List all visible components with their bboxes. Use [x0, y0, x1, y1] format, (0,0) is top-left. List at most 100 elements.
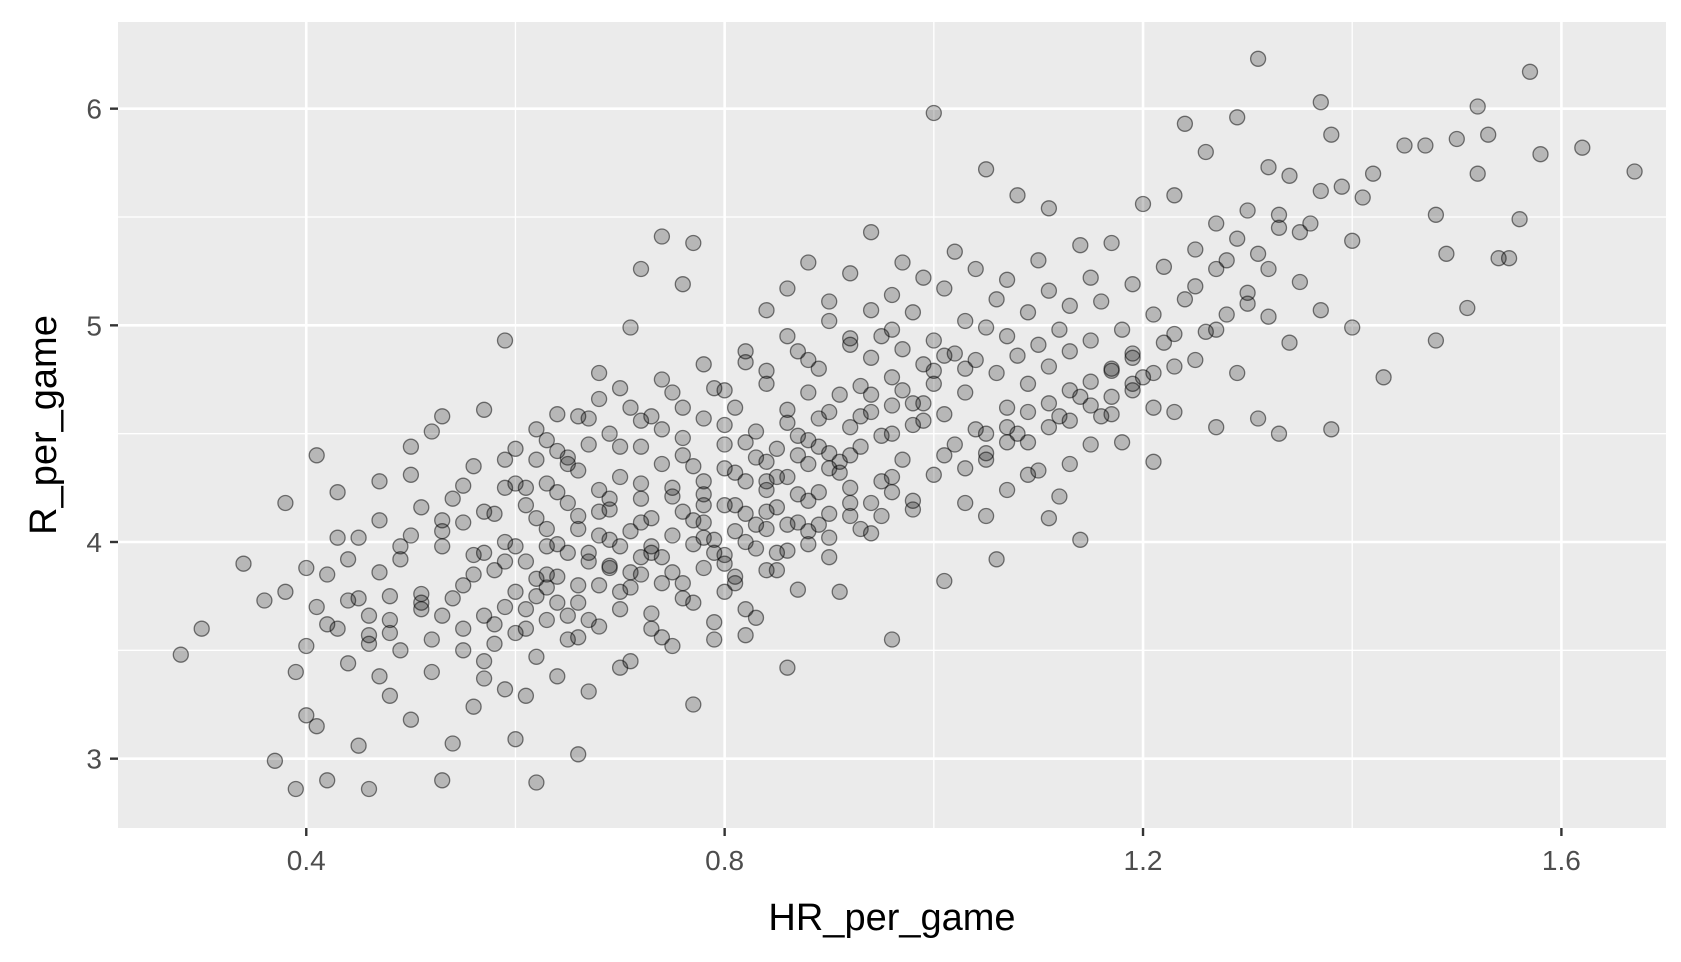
data-point-283 [1302, 215, 1319, 232]
data-point-499 [810, 516, 827, 533]
data-point-229 [1030, 336, 1047, 353]
data-point-147 [758, 520, 775, 538]
data-point-373 [549, 594, 566, 611]
data-point-323 [622, 579, 639, 596]
data-point-85 [580, 436, 597, 453]
data-point-477 [1082, 397, 1099, 414]
data-point-186 [883, 286, 901, 304]
data-point-45 [455, 620, 472, 637]
data-point-6 [277, 494, 294, 512]
data-point-267 [1208, 419, 1225, 436]
data-point-274 [1249, 50, 1267, 67]
data-point-74 [549, 668, 566, 685]
data-point-242 [1082, 269, 1099, 286]
data-point-247 [1103, 234, 1120, 252]
x-tick-label-2: 1.2 [1124, 845, 1163, 876]
data-point-350 [737, 434, 754, 451]
data-point-223 [1009, 347, 1026, 364]
data-point-266 [1208, 215, 1225, 232]
y-tick-label-2: 5 [86, 310, 102, 341]
data-point-328 [726, 497, 744, 514]
data-point-470 [936, 447, 953, 464]
data-point-109 [653, 549, 671, 566]
data-point-100 [622, 523, 639, 540]
data-point-239 [1072, 237, 1089, 254]
data-point-318 [517, 687, 535, 704]
data-point-462 [737, 343, 754, 360]
data-point-453 [549, 442, 566, 460]
data-point-111 [653, 228, 671, 245]
data-point-118 [674, 276, 691, 293]
data-point-96 [611, 468, 629, 486]
data-point-269 [1218, 252, 1235, 269]
data-point-468 [862, 302, 880, 319]
data-point-294 [1396, 137, 1413, 154]
data-point-394 [538, 579, 555, 596]
data-point-133 [716, 546, 733, 564]
data-point-351 [758, 453, 775, 470]
data-point-254 [1145, 306, 1162, 323]
data-point-22 [360, 627, 378, 644]
data-point-300 [1459, 299, 1476, 317]
data-point-5 [277, 583, 294, 600]
data-point-335 [873, 427, 890, 444]
data-point-237 [1061, 297, 1078, 314]
data-point-35 [413, 601, 430, 618]
data-point-384 [475, 503, 493, 520]
data-point-68 [528, 421, 545, 438]
data-point-62 [507, 440, 524, 457]
data-point-191 [894, 254, 911, 271]
data-point-270 [1229, 109, 1246, 126]
data-point-376 [611, 601, 629, 618]
data-point-392 [496, 553, 514, 570]
data-point-286 [1323, 126, 1340, 143]
minor-gridlines [118, 22, 1666, 828]
data-point-41 [434, 408, 451, 425]
data-point-57 [496, 479, 514, 496]
y-tick-label-0: 3 [86, 744, 102, 775]
data-point-241 [1072, 531, 1089, 548]
data-point-281 [1281, 334, 1298, 351]
data-point-288 [1333, 178, 1350, 195]
data-point-79 [559, 631, 576, 648]
data-point-152 [779, 401, 796, 418]
data-point-222 [998, 271, 1016, 288]
data-point-83 [570, 746, 587, 763]
data-point-215 [977, 161, 995, 178]
data-point-495 [726, 568, 744, 585]
data-point-220 [998, 328, 1016, 345]
data-point-480 [1187, 278, 1204, 295]
data-point-466 [821, 312, 838, 330]
data-point-467 [842, 336, 859, 353]
data-point-46 [455, 577, 472, 594]
data-point-250 [1124, 276, 1141, 293]
data-point-67 [528, 648, 545, 665]
data-point-285 [1312, 302, 1329, 319]
data-point-125 [695, 410, 712, 427]
data-point-159 [800, 455, 817, 473]
data-point-228 [1030, 252, 1047, 269]
data-point-30 [392, 551, 409, 568]
data-point-158 [789, 343, 807, 360]
data-point-290 [1344, 319, 1361, 336]
data-point-314 [434, 607, 451, 624]
data-point-11 [308, 447, 325, 464]
data-point-293 [1375, 369, 1392, 386]
data-point-106 [643, 605, 660, 622]
data-point-416 [1103, 388, 1120, 405]
data-point-432 [737, 533, 754, 551]
data-point-461 [716, 382, 733, 399]
data-point-271 [1229, 364, 1246, 382]
data-point-121 [685, 458, 702, 475]
data-point-339 [957, 360, 974, 377]
data-point-398 [622, 564, 639, 581]
data-point-289 [1344, 232, 1361, 249]
data-point-52 [475, 401, 493, 418]
data-point-2 [235, 555, 252, 572]
data-point-340 [528, 510, 545, 527]
data-point-117 [674, 503, 691, 520]
data-point-42 [444, 590, 461, 607]
data-point-312 [381, 624, 399, 642]
data-point-276 [1260, 159, 1277, 176]
data-point-280 [1281, 167, 1298, 184]
